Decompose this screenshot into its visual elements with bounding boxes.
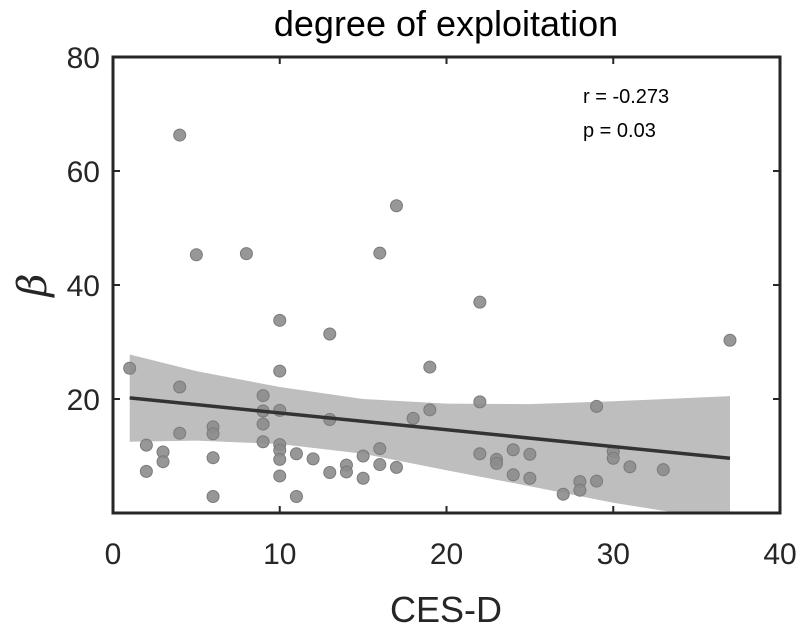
y-tick-label: 40 <box>67 270 100 303</box>
x-tick-label: 30 <box>597 538 630 571</box>
data-point <box>256 417 270 431</box>
data-point <box>139 438 153 452</box>
data-point <box>373 458 387 472</box>
y-tick-label: 20 <box>67 384 100 417</box>
data-point <box>523 447 537 461</box>
data-point <box>173 380 187 394</box>
x-tick-label: 10 <box>263 538 296 571</box>
data-point <box>173 128 187 142</box>
data-point <box>389 199 403 213</box>
data-point <box>139 464 153 478</box>
data-point <box>206 451 220 465</box>
data-point <box>156 455 170 469</box>
data-point <box>389 460 403 474</box>
data-point <box>306 452 320 466</box>
data-point <box>656 463 670 477</box>
y-tick-label: 80 <box>67 42 100 75</box>
data-point <box>123 361 137 375</box>
stat-r-annotation: r = -0.273 <box>583 86 669 108</box>
data-point <box>273 364 287 378</box>
data-point <box>273 469 287 483</box>
confidence-band-layer <box>129 354 730 513</box>
data-point <box>273 313 287 327</box>
data-point <box>356 449 370 463</box>
data-point <box>406 411 420 425</box>
data-point <box>289 447 303 461</box>
axis-ticks-layer: 0 10 20 30 40 20 40 60 80 <box>67 42 797 571</box>
chart-title: degree of exploitation <box>274 3 618 44</box>
data-point <box>523 471 537 485</box>
data-point <box>556 487 570 501</box>
data-point <box>373 246 387 260</box>
data-point <box>206 489 220 503</box>
regression-line <box>129 396 731 461</box>
data-point <box>256 389 270 403</box>
data-point <box>323 466 337 480</box>
data-point <box>273 452 287 466</box>
data-point <box>506 443 520 457</box>
data-points-layer <box>123 128 737 503</box>
data-point <box>473 447 487 461</box>
data-point <box>339 465 353 479</box>
confidence-band <box>129 354 730 513</box>
data-point <box>473 295 487 309</box>
data-point <box>206 427 220 441</box>
data-point <box>239 247 253 261</box>
data-point <box>590 474 604 488</box>
data-point <box>356 471 370 485</box>
data-point <box>473 395 487 409</box>
data-point <box>490 456 504 470</box>
data-point <box>256 435 270 449</box>
plot-frame <box>111 55 782 515</box>
data-point <box>289 489 303 503</box>
data-point <box>623 460 637 474</box>
data-point <box>573 483 587 497</box>
data-point <box>506 468 520 482</box>
y-axis-label: β <box>10 273 56 298</box>
data-point <box>423 403 437 417</box>
data-point <box>323 327 337 341</box>
fit-line-layer <box>129 396 731 461</box>
y-tick-label: 60 <box>67 156 100 189</box>
data-point <box>723 333 737 347</box>
data-point <box>173 426 187 440</box>
x-tick-label: 40 <box>763 538 796 571</box>
data-point <box>606 451 620 465</box>
x-tick-label: 20 <box>430 538 463 571</box>
data-point <box>590 399 604 413</box>
data-point <box>423 360 437 374</box>
data-point <box>373 442 387 456</box>
x-axis-label: CES-D <box>390 589 502 630</box>
stat-p-annotation: p = 0.03 <box>583 120 656 142</box>
x-tick-label: 0 <box>105 538 122 571</box>
data-point <box>189 248 203 262</box>
